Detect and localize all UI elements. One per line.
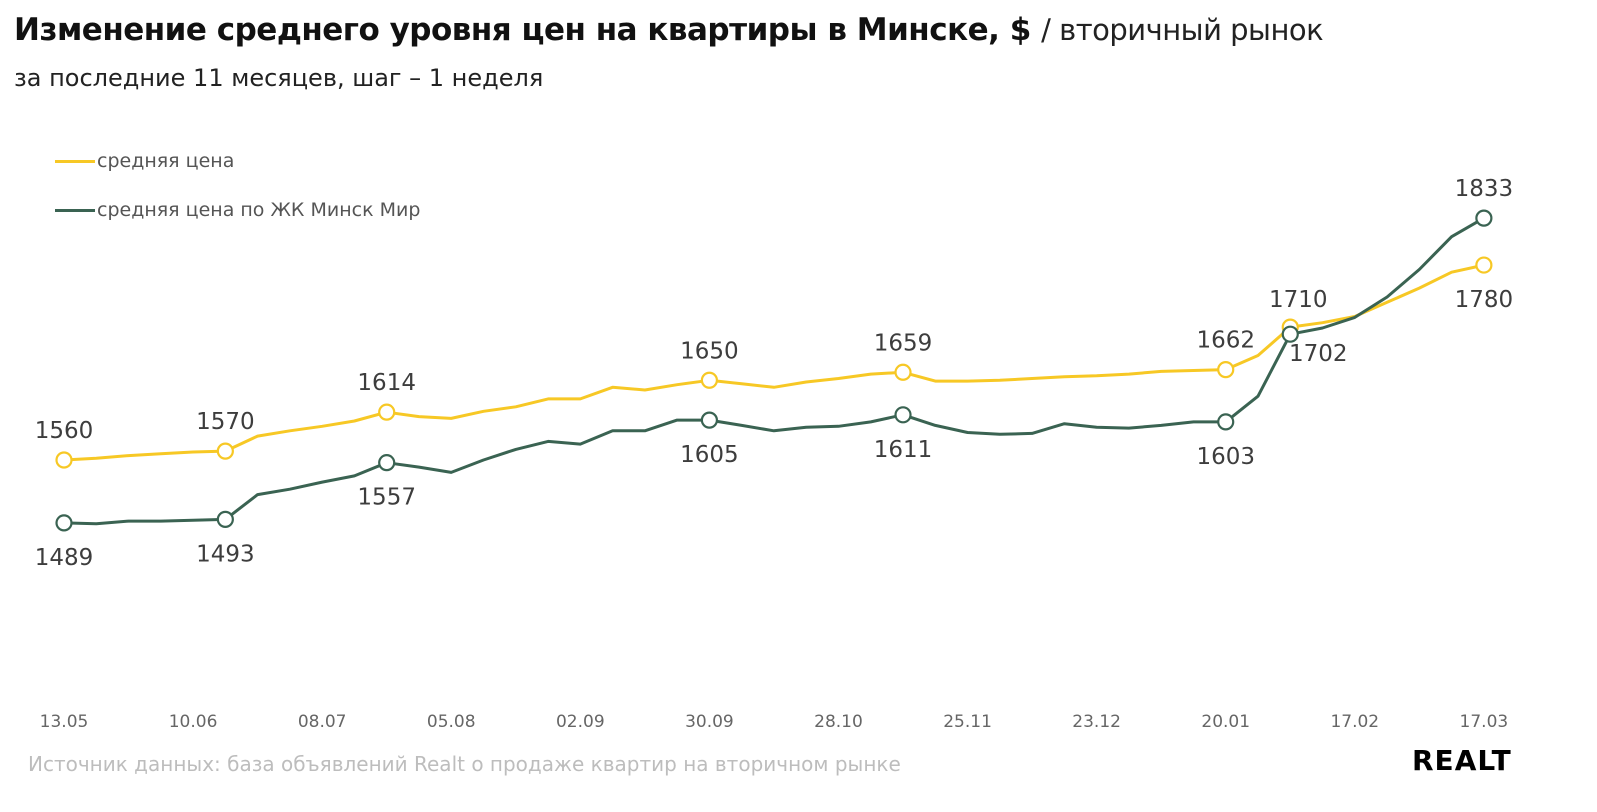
data-label: 1614 [357,370,416,396]
data-label: 1611 [874,437,933,463]
data-point-marker [1475,209,1493,227]
data-point-marker [700,371,719,389]
legend-label: средняя цена [97,150,235,172]
data-point-marker [700,411,719,429]
data-label: 1659 [874,330,933,356]
chart-title: Изменение среднего уровня цен на квартир… [14,12,1324,48]
legend-item-average: средняя цена [55,150,234,172]
x-tick-label: 08.07 [298,712,347,732]
x-tick-label: 17.03 [1460,712,1509,732]
x-tick-label: 13.05 [40,712,89,732]
series-line-1 [63,216,1485,526]
x-tick-label: 30.09 [685,712,734,732]
chart-subtitle: за последние 11 месяцев, шаг – 1 неделя [14,64,544,92]
data-label: 1710 [1269,287,1328,313]
legend-item-minsk-mir: средняя цена по ЖК Минск Мир [55,199,420,221]
legend-swatch-green [55,208,95,212]
legend-label: средняя цена по ЖК Минск Мир [97,199,421,221]
data-label: 1560 [35,418,94,444]
data-point-marker [1281,325,1299,343]
data-label: 1603 [1196,444,1255,470]
series-line-0 [63,263,1485,462]
data-point-marker [216,510,234,528]
x-tick-label: 10.06 [169,712,218,732]
data-point-marker [1475,256,1493,274]
data-point-marker [55,451,73,469]
x-tick-label: 05.08 [427,712,476,732]
title-suffix: / вторичный рынок [1041,13,1324,47]
x-tick-label: 25.11 [943,712,992,732]
data-label: 1780 [1455,287,1514,313]
x-tick-label: 28.10 [814,712,863,732]
data-label: 1833 [1455,176,1514,202]
x-tick-label: 23.12 [1072,712,1121,732]
data-label: 1493 [196,541,255,567]
x-tick-label: 17.02 [1330,712,1379,732]
data-label: 1702 [1289,341,1348,367]
x-tick-label: 20.01 [1201,712,1250,732]
data-point-marker [378,403,396,421]
data-label: 1605 [680,442,739,468]
source-note: Источник данных: база объявлений Realt о… [28,752,901,776]
data-label: 1662 [1196,328,1255,354]
data-point-marker [1217,361,1235,379]
data-point-marker [216,442,234,460]
title-main: Изменение среднего уровня цен на квартир… [14,12,1031,48]
data-point-marker [1217,413,1235,431]
realt-logo: REALT [1412,744,1512,777]
data-label: 1557 [357,485,416,511]
legend-swatch-yellow [55,159,95,163]
data-point-marker [894,406,912,424]
data-point-marker [55,514,73,532]
data-label: 1570 [196,409,255,435]
data-label: 1650 [680,338,739,364]
data-point-marker [894,363,912,381]
x-tick-label: 02.09 [556,712,605,732]
data-point-marker [378,454,396,472]
data-label: 1489 [35,545,94,571]
